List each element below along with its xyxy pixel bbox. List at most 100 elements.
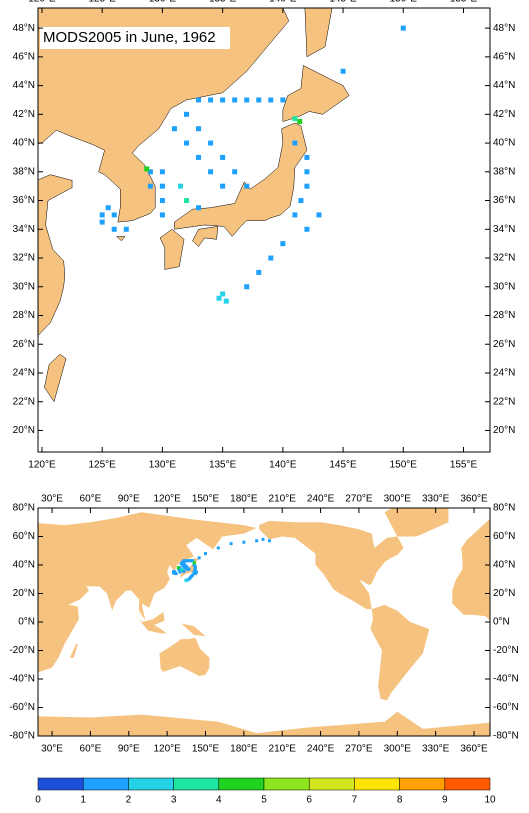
lat-tick-label: -60°N [9,702,35,713]
observation [147,183,153,189]
lon-tick-label: 270°E [345,494,373,505]
lat-tick-label: 44°N [13,80,35,91]
lat-tick-label: 28°N [13,310,35,321]
land [384,508,449,537]
observation [171,126,177,132]
observation [196,126,202,132]
lat-tick-label: 24°N [493,368,515,379]
lat-tick-label: -80°N [9,731,35,742]
observation [174,572,178,576]
lat-tick-label: 20°N [493,425,515,436]
lat-tick-label: 28°N [493,310,515,321]
colorbar-label: 0 [35,795,41,806]
observation [184,578,188,582]
observation [268,97,274,103]
lon-tick-label: 90°E [118,744,140,755]
observation [147,169,153,175]
colorbar-segment [218,777,265,791]
lon-tick-label: 30°E [41,744,63,755]
lat-tick-label: 80°N [493,503,515,514]
lon-tick-label: 140°E [269,460,297,471]
lon-tick-label: 140°E [269,0,297,5]
land [192,226,219,247]
lat-tick-label: 20°N [493,588,515,599]
observation [267,539,271,543]
lat-tick-label: 20°N [13,425,35,436]
regional-frame [37,7,491,453]
observation [304,154,310,160]
lat-tick-label: 44°N [493,80,515,91]
lon-tick-label: 130°E [149,460,177,471]
observation [105,205,111,211]
observation [232,169,238,175]
observation [216,546,220,550]
lon-tick-label: 300°E [384,494,412,505]
colorbar-label: 10 [484,795,496,806]
lat-tick-label: 26°N [13,339,35,350]
lat-tick-label: 30°N [13,281,35,292]
observation [177,183,183,189]
observation [187,567,191,571]
lon-tick-label: 120°E [28,460,56,471]
land [115,236,126,242]
lon-tick-label: 135°E [209,460,237,471]
lon-tick-label: 30°E [41,494,63,505]
lat-tick-label: 40°N [493,560,515,571]
observation [261,537,265,541]
land [69,643,78,658]
land [282,65,350,122]
observation [292,212,298,218]
observation [256,269,262,275]
lat-tick-label: 80°N [13,503,35,514]
colorbar-segment [173,777,220,791]
lon-tick-label: 155°E [450,0,478,5]
colorbar-label: 6 [306,795,312,806]
lat-tick-label: 42°N [493,109,515,120]
lon-tick-label: 240°E [307,494,335,505]
observation [208,97,214,103]
observation [292,116,298,122]
land [38,711,490,736]
observation [99,219,105,225]
observation [159,198,165,204]
land [38,8,290,337]
lat-tick-label: 48°N [493,23,515,34]
observation [172,569,176,573]
lat-tick-label: 36°N [493,195,515,206]
lat-tick-label: 34°N [493,224,515,235]
observation [187,577,191,581]
observation [298,198,304,204]
lat-tick-label: -20°N [9,645,35,656]
observation [244,183,250,189]
lat-tick-label: 38°N [13,166,35,177]
lat-tick-label: 60°N [13,531,35,542]
lon-tick-label: 360°E [460,744,488,755]
lon-tick-label: 145°E [329,460,357,471]
observation [244,97,250,103]
land [135,612,168,634]
observation [196,154,202,160]
lon-tick-label: 150°E [390,460,418,471]
colorbar-segment [308,777,355,791]
land [370,604,430,701]
lat-tick-label: 60°N [493,531,515,542]
lat-tick-label: -40°N [9,674,35,685]
colorbar-segment [399,777,446,791]
observation [292,140,298,146]
lat-tick-label: 30°N [493,281,515,292]
colorbar-label: 9 [442,795,448,806]
lat-tick-label: 38°N [493,166,515,177]
observation [316,212,322,218]
observation [111,226,117,232]
lat-tick-label: 32°N [13,253,35,264]
lat-tick-label: -20°N [493,645,519,656]
land [259,520,404,610]
observation [220,183,226,189]
lon-tick-label: 360°E [460,494,488,505]
observation [256,97,262,103]
lat-tick-label: 22°N [13,396,35,407]
observation [268,255,274,261]
observation [204,552,208,556]
observation [123,226,129,232]
lat-tick-label: 32°N [493,253,515,264]
